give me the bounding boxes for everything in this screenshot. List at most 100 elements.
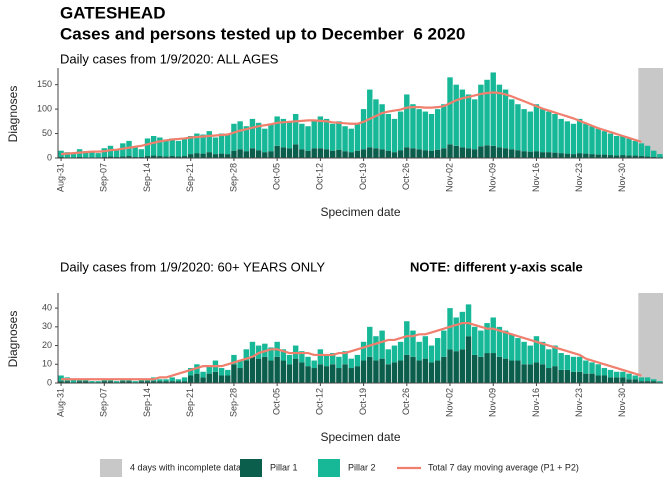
bar-pillar-2 [95, 153, 101, 158]
bar-pillar-2 [620, 371, 626, 378]
x-tick-label: Aug-31 [55, 388, 65, 417]
bar-pillar-2 [212, 137, 219, 155]
bar-pillar-1 [311, 148, 317, 158]
bar-pillar-2 [113, 381, 120, 383]
bar-pillar-1 [360, 360, 367, 383]
bar-pillar-1 [558, 153, 564, 158]
bar-pillar-1 [305, 366, 311, 383]
x-tick-label: Nov-23 [574, 388, 584, 417]
bar-pillar-1 [342, 364, 348, 383]
bar-pillar-1 [422, 150, 429, 158]
bar-pillar-1 [188, 375, 194, 383]
bar-pillar-1 [323, 149, 330, 158]
bar-pillar-1 [348, 368, 354, 383]
x-tick-label: Oct-12 [315, 163, 325, 190]
bar-pillar-2 [490, 317, 496, 354]
bar-pillar-2 [89, 152, 95, 158]
bar-pillar-2 [280, 118, 287, 148]
y-tick-label: 30 [42, 321, 52, 331]
bar-pillar-1 [434, 149, 441, 158]
bar-pillar-1 [379, 358, 385, 383]
bar-pillar-2 [539, 109, 546, 153]
bar-pillar-1 [496, 147, 503, 158]
legend-label: Pillar 1 [270, 462, 298, 472]
bar-pillar-1 [576, 371, 583, 383]
bar-pillar-2 [188, 368, 194, 376]
bar-pillar-1 [336, 149, 342, 158]
bar-pillar-1 [626, 379, 632, 383]
bar-pillar-1 [478, 146, 484, 158]
bar-pillar-2 [558, 353, 564, 370]
bar-pillar-1 [225, 375, 231, 383]
bar-pillar-2 [428, 114, 435, 151]
bar-pillar-2 [515, 338, 521, 361]
x-tick-label: Sep-21 [185, 163, 195, 192]
bar-pillar-1 [255, 358, 262, 383]
bar-pillar-1 [348, 152, 354, 158]
bar-pillar-2 [509, 334, 515, 361]
bar-pillar-2 [163, 139, 169, 157]
bar-pillar-1 [169, 381, 175, 383]
bar-pillar-1 [373, 148, 379, 158]
bar-pillar-2 [280, 349, 287, 361]
bar-pillar-1 [268, 360, 274, 383]
bar-pillar-1 [323, 366, 330, 383]
y-tick-label: 20 [42, 340, 52, 350]
bar-pillar-1 [255, 150, 262, 158]
bar-pillar-2 [644, 145, 651, 157]
bar-pillar-1 [317, 148, 324, 158]
x-tick-label: Sep-28 [228, 388, 238, 417]
bar-pillar-2 [484, 79, 490, 146]
bar-pillar-2 [404, 94, 410, 148]
bar-pillar-1 [509, 149, 515, 158]
bar-pillar-2 [465, 94, 472, 149]
y-axis-label: Diagnoses [6, 86, 20, 143]
bar-pillar-1 [546, 152, 552, 158]
bar-pillar-2 [286, 354, 293, 365]
bar-pillar-2 [336, 121, 342, 150]
bar-pillar-1 [416, 149, 422, 158]
bar-pillar-1 [200, 377, 206, 383]
bar-pillar-2 [533, 104, 540, 152]
bar-pillar-1 [299, 149, 305, 158]
bar-pillar-1 [397, 150, 404, 158]
bar-pillar-1 [404, 354, 410, 383]
bar-pillar-2 [231, 123, 237, 151]
bar-pillar-1 [502, 148, 509, 158]
y-tick-label: 100 [37, 103, 52, 113]
y-tick-label: 150 [37, 79, 52, 89]
bar-pillar-2 [434, 109, 441, 150]
bar-pillar-1 [471, 149, 478, 158]
bar-pillar-2 [453, 84, 459, 146]
bar-pillar-1 [465, 148, 472, 158]
bar-pillar-2 [391, 118, 398, 153]
bar-pillar-2 [552, 345, 558, 367]
legend-swatch [100, 459, 122, 477]
bar-pillar-1 [490, 353, 496, 383]
bar-pillar-2 [496, 326, 503, 357]
bar-pillar-1 [397, 360, 404, 383]
bar-pillar-1 [367, 147, 373, 158]
bar-pillar-2 [397, 111, 404, 151]
bar-pillar-1 [317, 364, 324, 383]
bar-pillar-2 [274, 116, 280, 146]
bar-pillar-2 [589, 126, 595, 155]
bar-pillar-1 [206, 373, 212, 383]
bar-pillar-1 [243, 151, 250, 158]
bar-pillar-1 [651, 381, 657, 383]
bar-pillar-2 [305, 126, 311, 151]
bar-pillar-2 [354, 123, 361, 151]
bar-pillar-1 [280, 147, 287, 158]
bar-pillar-1 [354, 150, 361, 158]
bar-pillar-1 [150, 381, 157, 383]
bar-pillar-2 [638, 143, 645, 157]
bar-pillar-2 [465, 304, 472, 337]
panel-subtitle: Daily cases from 1/9/2020: 60+ YEARS ONL… [60, 259, 325, 274]
bar-pillar-1 [613, 155, 620, 158]
bar-pillar-2 [638, 377, 645, 382]
bar-pillar-2 [422, 111, 429, 151]
bar-pillar-1 [206, 152, 212, 158]
bar-pillar-1 [607, 377, 614, 383]
bar-pillar-2 [157, 379, 163, 382]
